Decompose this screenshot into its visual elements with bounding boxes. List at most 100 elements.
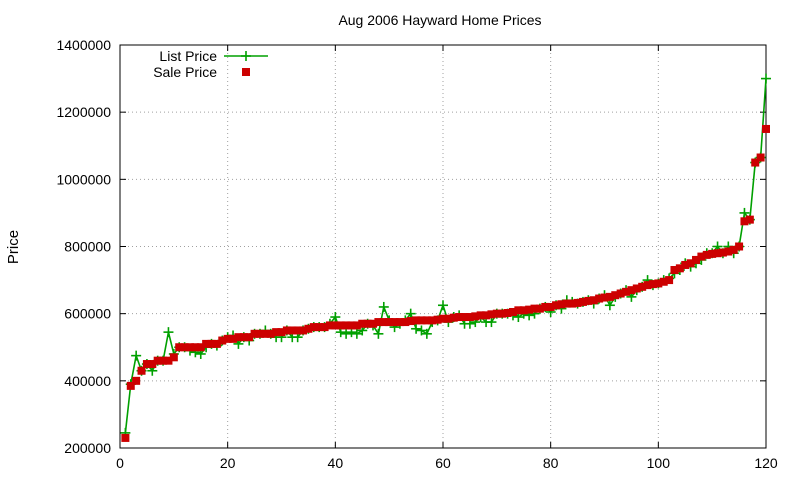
sale-price-point xyxy=(331,321,340,330)
sale-price-point xyxy=(718,248,727,257)
list-price-point xyxy=(378,301,389,312)
sale-price-point xyxy=(708,249,717,258)
sale-price-point xyxy=(417,316,426,325)
list-price-point xyxy=(416,325,427,336)
sale-price-point xyxy=(745,215,754,224)
sale-price-point xyxy=(202,339,211,348)
sale-price-point xyxy=(546,302,555,311)
sale-price-point xyxy=(433,315,442,324)
x-tick-label: 20 xyxy=(220,455,236,471)
y-tick-label: 1200000 xyxy=(56,104,111,120)
sale-price-point xyxy=(207,339,216,348)
sale-price-point xyxy=(681,260,690,269)
sale-price-point xyxy=(702,250,711,259)
sale-price-point xyxy=(541,302,550,311)
sale-price-point xyxy=(336,321,345,330)
sale-price-point xyxy=(670,266,679,275)
sale-price-point xyxy=(277,328,286,337)
list-price-point xyxy=(341,328,352,339)
sale-price-point xyxy=(552,301,561,310)
y-tick-label: 1400000 xyxy=(56,37,111,53)
grid xyxy=(120,45,766,448)
sale-price-point xyxy=(643,281,652,290)
sale-price-point xyxy=(675,264,684,273)
sale-price-point xyxy=(272,328,281,337)
sale-price-point xyxy=(611,291,620,300)
sale-price-point xyxy=(665,276,674,285)
list-price-point xyxy=(405,308,416,319)
sale-price-point xyxy=(622,287,631,296)
sale-price-point xyxy=(525,305,534,314)
sale-price-point xyxy=(487,310,496,319)
sale-price-point xyxy=(568,299,577,308)
list-price-point xyxy=(421,328,432,339)
sale-price-point xyxy=(589,296,598,305)
sale-price-point xyxy=(503,308,512,317)
sale-price-point xyxy=(299,326,308,335)
list-price-point xyxy=(351,328,362,339)
y-axis-label: Price xyxy=(5,230,22,264)
sale-price-point xyxy=(153,356,162,365)
sale-price-point xyxy=(605,292,614,301)
sale-price-point xyxy=(401,318,410,327)
sale-price-point xyxy=(191,343,200,352)
sale-price-point xyxy=(638,282,647,291)
sale-price-point xyxy=(406,317,415,326)
series-layer xyxy=(120,73,771,442)
chart-title: Aug 2006 Hayward Home Prices xyxy=(338,12,541,28)
legend-label-list-price: List Price xyxy=(159,48,217,64)
sale-price-point xyxy=(595,294,604,303)
sale-price-point xyxy=(455,313,464,322)
sale-price-point xyxy=(632,284,641,293)
sale-price-point xyxy=(164,356,173,365)
sale-price-point xyxy=(729,245,738,254)
sale-price-point xyxy=(261,329,270,338)
sale-price-point xyxy=(282,326,291,335)
sale-price-point xyxy=(175,343,184,352)
sale-price-point xyxy=(320,323,329,332)
sale-price-point xyxy=(508,307,517,316)
sale-price-point xyxy=(713,249,722,258)
y-tick-label: 400000 xyxy=(64,373,111,389)
y-tick-label: 200000 xyxy=(64,440,111,456)
sale-price-point xyxy=(471,312,480,321)
sale-price-point xyxy=(196,343,205,352)
x-tick-label: 0 xyxy=(116,455,124,471)
sale-price-point xyxy=(449,313,458,322)
sale-price-point xyxy=(369,319,378,328)
sale-price-point xyxy=(159,356,168,365)
sale-price-point xyxy=(223,334,232,343)
sale-price-point xyxy=(578,297,587,306)
y-tick-label: 800000 xyxy=(64,239,111,255)
sale-price-point xyxy=(325,321,334,330)
sale-price-point xyxy=(169,353,178,362)
list-price-point xyxy=(330,312,341,323)
sale-price-point xyxy=(514,306,523,315)
sale-price-point xyxy=(255,329,264,338)
sale-price-point xyxy=(659,277,668,286)
sale-price-point xyxy=(137,366,146,375)
sale-price-point xyxy=(439,314,447,323)
sale-price-point xyxy=(132,376,141,385)
sale-price-point xyxy=(686,259,695,268)
list-price-point xyxy=(163,327,174,338)
sale-price-point xyxy=(180,343,189,352)
sale-price-point xyxy=(148,360,157,369)
sale-price-point xyxy=(600,293,609,302)
sale-price-point xyxy=(654,279,663,288)
sale-price-point xyxy=(697,252,706,261)
x-tick-label: 120 xyxy=(754,455,778,471)
sale-price-point xyxy=(395,318,404,327)
sale-price-point xyxy=(460,313,469,322)
sale-price-point xyxy=(428,316,437,325)
x-tick-label: 60 xyxy=(435,455,451,471)
sale-price-point xyxy=(239,333,248,342)
sale-price-point xyxy=(584,296,593,305)
sale-price-point xyxy=(352,321,361,330)
legend-label-sale-price: Sale Price xyxy=(153,64,217,80)
x-tick-label: 80 xyxy=(543,455,559,471)
x-tick-label: 100 xyxy=(647,455,671,471)
sale-price-point xyxy=(245,333,254,342)
legend-plus-marker xyxy=(241,51,251,61)
list-price-point xyxy=(486,317,497,328)
